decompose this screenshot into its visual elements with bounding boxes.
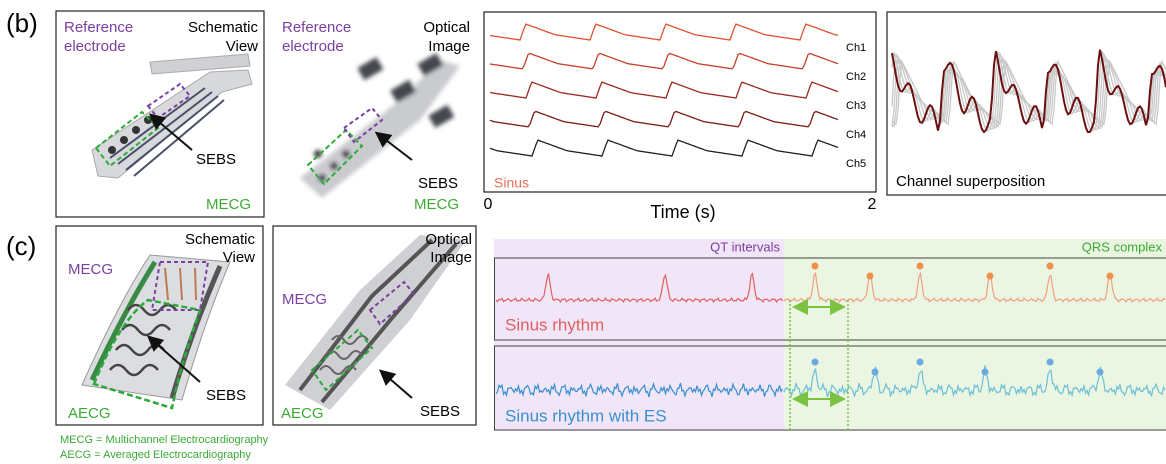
trace-frame bbox=[494, 257, 1166, 341]
peak-marker bbox=[916, 358, 924, 366]
reference-label: Reference bbox=[282, 19, 351, 36]
peak-marker bbox=[1046, 358, 1054, 366]
channel-label: Ch1 bbox=[846, 42, 866, 54]
axis-end: 2 bbox=[868, 196, 877, 213]
superposition-traces bbox=[891, 49, 1166, 134]
superposition-frame bbox=[886, 11, 1166, 196]
view-label: View bbox=[226, 38, 258, 55]
material-label: SEBS bbox=[206, 387, 246, 404]
top-label: MECG bbox=[282, 291, 327, 308]
footnote: AECG = Averaged Electrocardiography bbox=[60, 449, 251, 461]
view-label: Schematic bbox=[188, 19, 259, 36]
view-label: Image bbox=[430, 249, 472, 266]
view-label: Schematic bbox=[185, 231, 256, 248]
axis-start: 0 bbox=[484, 196, 493, 213]
schematic-device bbox=[91, 53, 253, 179]
channel-label: Ch4 bbox=[846, 129, 866, 141]
rhythm-label: Sinus rhythm bbox=[505, 315, 604, 334]
channel-label: Ch2 bbox=[846, 71, 866, 83]
view-label: Image bbox=[428, 38, 470, 55]
rhythm-trace bbox=[495, 272, 784, 304]
reference-label: electrode bbox=[64, 38, 126, 55]
view-label: Optical bbox=[425, 231, 472, 248]
channel-trace bbox=[489, 81, 839, 99]
peak-marker bbox=[866, 272, 874, 280]
peak-marker bbox=[916, 262, 924, 270]
axis-label: Time (s) bbox=[650, 202, 715, 222]
superposition-label: Channel superposition bbox=[896, 173, 1045, 190]
channel-trace bbox=[489, 23, 839, 41]
region-label: QT intervals bbox=[710, 239, 780, 254]
material-label: SEBS bbox=[418, 175, 458, 192]
reference-label: electrode bbox=[282, 38, 344, 55]
superposition-trace bbox=[891, 49, 1166, 134]
mode-label: MECG bbox=[414, 196, 459, 213]
peak-marker bbox=[1106, 272, 1114, 280]
channel-label: Ch5 bbox=[846, 158, 866, 170]
mode-label: MECG bbox=[206, 196, 251, 213]
channel-trace bbox=[489, 52, 839, 70]
rhythm-trace bbox=[495, 381, 783, 399]
trace-frame bbox=[483, 11, 877, 193]
region-background bbox=[494, 239, 784, 431]
peak-marker bbox=[986, 272, 994, 280]
region-background bbox=[784, 239, 1166, 431]
rhythm-label: Sinus rhythm with ES bbox=[505, 406, 667, 425]
view-label: View bbox=[223, 249, 255, 266]
peak-marker bbox=[811, 358, 819, 366]
channel-trace bbox=[489, 110, 839, 128]
reference-label: Reference bbox=[64, 19, 133, 36]
region-label: QRS complex bbox=[1082, 239, 1163, 254]
trace-frame bbox=[494, 345, 1166, 431]
bottom-label: AECG bbox=[68, 405, 111, 422]
material-label: SEBS bbox=[196, 151, 236, 168]
channel-label: Ch3 bbox=[846, 100, 866, 112]
view-label: Optical bbox=[423, 19, 470, 36]
footnote: MECG = Multichannel Electrocardiography bbox=[60, 434, 269, 446]
top-label: MECG bbox=[68, 261, 113, 278]
channel-traces: Ch1 Ch2 Ch3 Ch4 Ch5 bbox=[489, 23, 866, 170]
channel-trace bbox=[489, 139, 839, 157]
peak-marker bbox=[811, 262, 819, 270]
image-frame bbox=[55, 10, 265, 218]
bottom-label: AECG bbox=[281, 405, 324, 422]
peak-marker bbox=[1096, 368, 1104, 376]
panel-label: (b) bbox=[6, 8, 38, 38]
schematic-device bbox=[81, 254, 231, 410]
peak-marker bbox=[981, 368, 989, 376]
peak-marker bbox=[871, 368, 879, 376]
superposition-trace bbox=[891, 51, 1166, 131]
optical-device bbox=[285, 235, 466, 410]
condition-label: Sinus bbox=[494, 175, 529, 191]
material-label: SEBS bbox=[420, 403, 460, 420]
rhythm-traces bbox=[495, 262, 1166, 399]
peak-marker bbox=[1046, 262, 1054, 270]
optical-device bbox=[300, 53, 460, 198]
image-frame bbox=[272, 225, 477, 426]
panel-label: (c) bbox=[6, 231, 36, 261]
image-frame bbox=[55, 225, 264, 426]
